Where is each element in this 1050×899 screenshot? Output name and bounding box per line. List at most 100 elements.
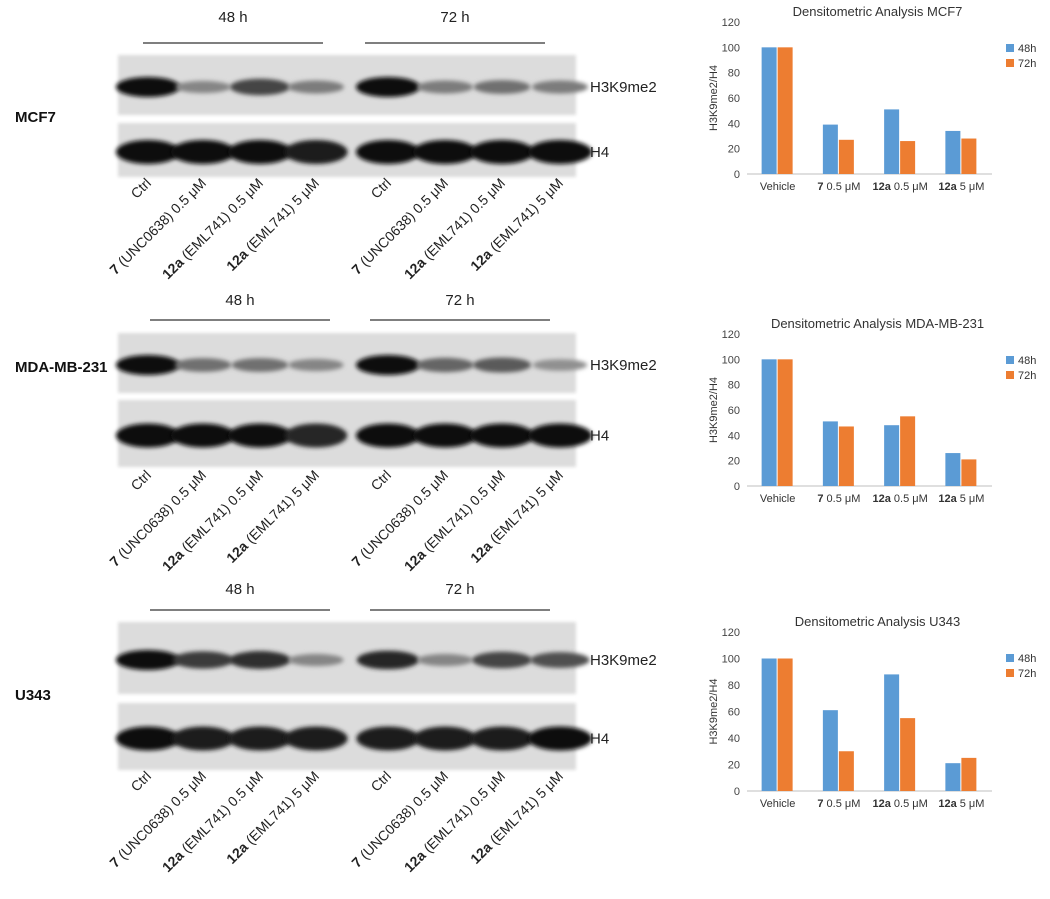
blot-band [356,77,420,97]
blot-band [473,80,531,94]
bar-72h-3 [961,459,977,486]
bar-72h-3 [961,757,977,791]
densitometry-charts: Densitometric Analysis MCF7 0 20 40 60 80 100 1… [708,4,1036,810]
bar-48h-3 [945,763,961,791]
blot-band [532,80,588,94]
lane-label: Ctrl [127,768,154,795]
y-tick-label: 20 [728,760,740,772]
legend-swatch [1006,356,1014,364]
bar-48h-2 [884,674,900,791]
y-tick-label: 60 [728,707,740,719]
bar-72h-2 [900,416,916,486]
y-axis-label: H3K9me2/H4 [708,65,720,131]
blot-band [284,423,348,448]
lane-label: 12a (EML741) 0.5 μM [159,175,266,282]
blot-band [413,140,477,164]
timepoint-label: 72 h [445,292,474,309]
y-tick-label: 80 [728,68,740,80]
blot-band [528,423,592,448]
x-tick-label-text: 0.5 μM [891,181,928,193]
y-axis-label: H3K9me2/H4 [708,377,720,443]
bar-48h-0 [761,658,777,791]
lane-label: 7 (UNC0638) 0.5 μM [348,467,451,570]
bar-48h-2 [884,425,900,486]
y-tick-label: 100 [722,42,740,54]
blot-band [356,650,420,670]
blot-band [288,653,344,667]
x-tick-label-text: Vehicle [760,798,795,810]
chart-title: Densitometric Analysis U343 [795,614,960,629]
lane-label: Ctrl [127,467,154,494]
timepoint-label: 48 h [225,292,254,309]
blot-band [172,651,234,669]
x-tick-label: Vehicle [760,181,795,193]
bar-chart-0: Densitometric Analysis MCF7 0 20 40 60 80 100 1… [708,4,1036,193]
x-tick-label-bold: 12a [938,798,957,810]
bar-48h-3 [945,130,961,174]
x-tick-label: 12a 0.5 μM [872,181,927,193]
y-tick-label: 0 [734,786,740,798]
x-tick-label: 7 0.5 μM [817,181,860,193]
lane-label: Ctrl [127,175,154,202]
bar-72h-0 [777,47,793,175]
band-label-h3k9me2: H3K9me2 [590,652,657,669]
x-tick-label: 12a 0.5 μM [872,493,927,505]
blot-band [470,423,534,448]
lane-label-text: Ctrl [367,768,394,795]
x-tick-label-text: 0.5 μM [891,493,928,505]
x-tick-label-text: 5 μM [957,181,985,193]
blot-band [470,726,534,751]
y-tick-label: 80 [728,380,740,392]
legend-label: 48h [1018,43,1036,55]
y-tick-label: 100 [722,654,740,666]
x-tick-label-bold: 12a [872,181,891,193]
bar-72h-3 [961,138,977,174]
legend-label: 72h [1018,668,1036,680]
blot-band [356,726,420,751]
blot-band [116,77,180,97]
bar-chart-2: Densitometric Analysis U343 0 20 40 60 80 100 1… [708,614,1036,810]
blot-band [470,140,534,164]
band-label-h4: H4 [590,731,609,748]
blot-band [229,651,291,669]
band-label-h3k9me2: H3K9me2 [590,79,657,96]
blot-band [231,358,289,372]
cell-line-label: MCF7 [15,109,56,126]
x-tick-label-text: 0.5 μM [823,493,860,505]
blot-band [171,726,235,751]
legend-swatch [1006,44,1014,52]
blot-band [528,140,592,164]
bar-48h-3 [945,453,961,486]
lane-label: 12a (EML741) 0.5 μM [401,768,508,875]
lane-label: Ctrl [367,175,394,202]
y-tick-label: 40 [728,118,740,130]
lane-label: 12a (EML741) 0.5 μM [401,175,508,282]
x-tick-label-text: 0.5 μM [891,798,928,810]
blot-band [171,423,235,448]
blot-band [228,140,292,164]
lane-label: 7 (UNC0638) 0.5 μM [106,467,209,570]
bar-72h-2 [900,141,916,174]
timepoint-label: 48 h [218,9,247,26]
lane-label-text: Ctrl [367,175,394,202]
y-axis-label: H3K9me2/H4 [708,678,720,744]
lane-label: 7 (UNC0638) 0.5 μM [348,768,451,871]
lane-label-text: Ctrl [127,467,154,494]
blot-band [284,726,348,751]
band-label-h3k9me2: H3K9me2 [590,357,657,374]
blot-band [284,140,348,164]
blot-band [528,726,592,751]
blot-band [472,357,532,373]
legend-label: 48h [1018,355,1036,367]
x-tick-label-text: 5 μM [957,493,985,505]
x-tick-label-bold: 7 [817,181,823,193]
y-tick-label: 20 [728,456,740,468]
x-tick-label-text: 0.5 μM [823,798,860,810]
chart-title: Densitometric Analysis MDA-MB-231 [771,316,984,331]
lane-label: 7 (UNC0638) 0.5 μM [106,768,209,871]
x-tick-label: 12a 5 μM [938,181,984,193]
band-label-h4: H4 [590,144,609,161]
